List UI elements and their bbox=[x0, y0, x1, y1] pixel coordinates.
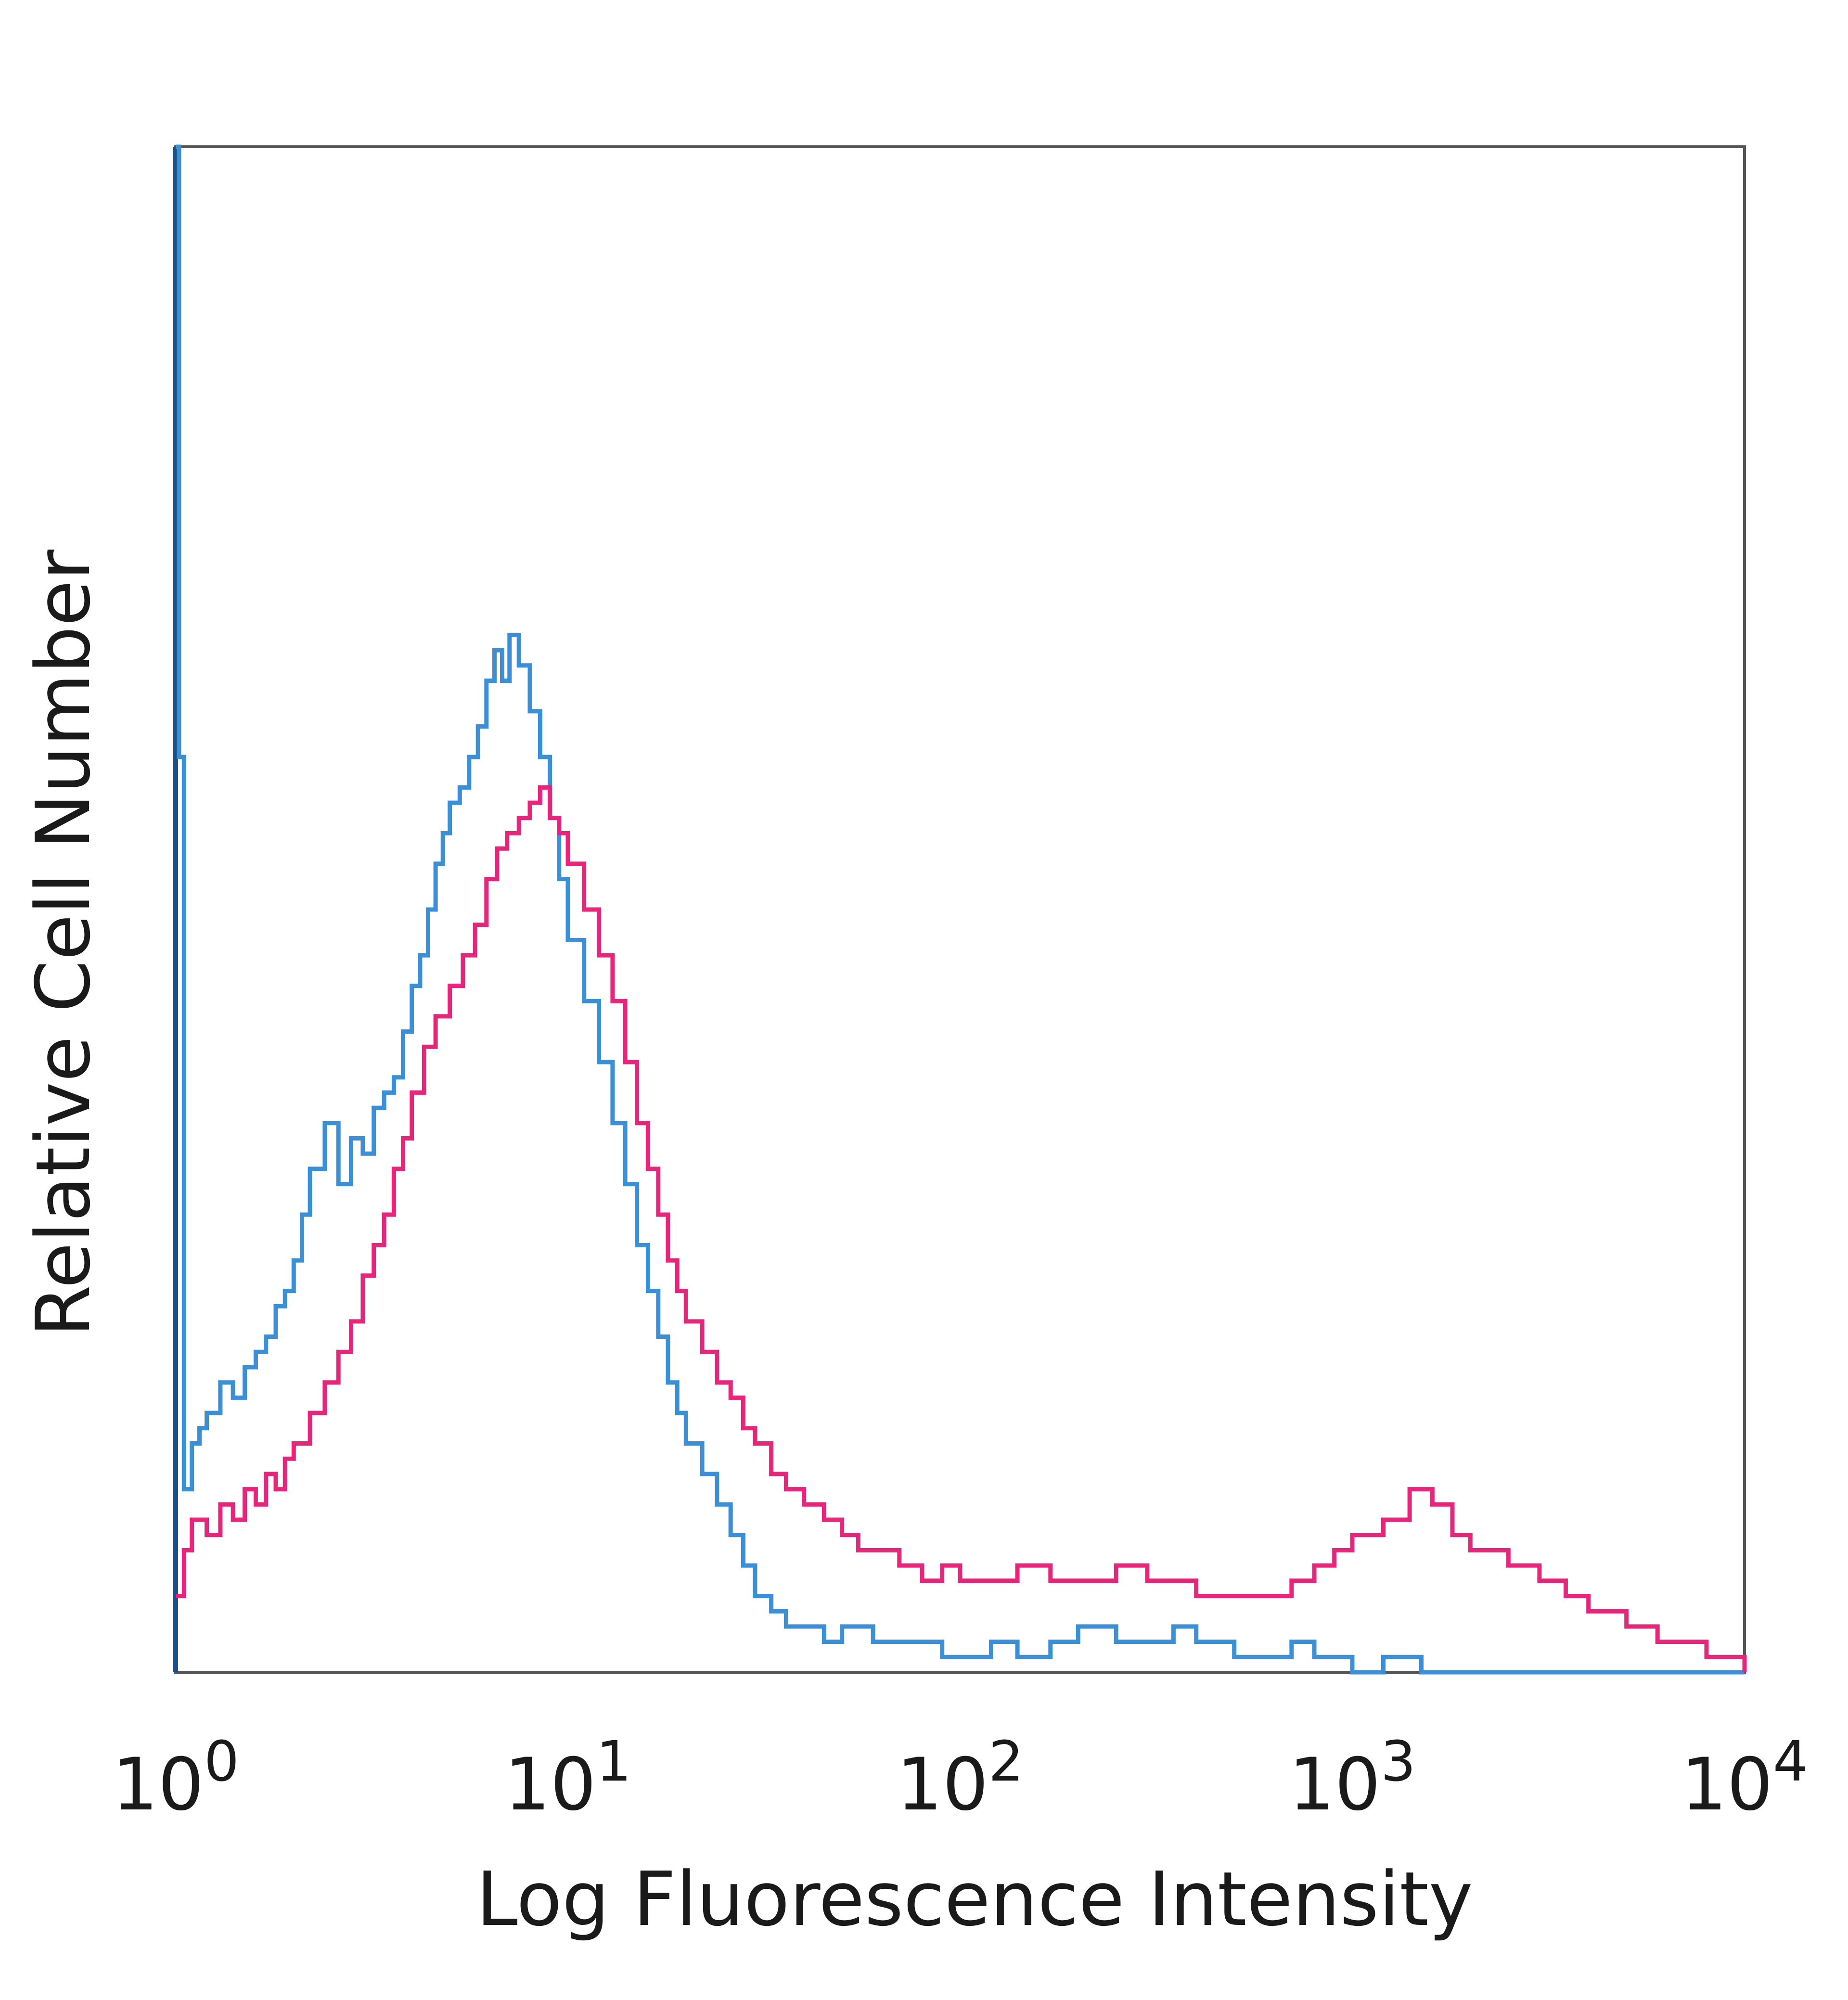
x-tick-exponent-4: 4 bbox=[1773, 1730, 1808, 1794]
series-layer bbox=[176, 144, 1747, 1675]
x-tick-labels: 100 101 102 103 104 bbox=[112, 1730, 1808, 1827]
x-tick-base-2: 10 bbox=[897, 1743, 988, 1827]
x-tick-exponent-2: 2 bbox=[988, 1730, 1024, 1794]
x-tick-label-0: 100 bbox=[112, 1730, 239, 1827]
x-tick-exponent-3: 3 bbox=[1381, 1730, 1416, 1794]
series-line-2 bbox=[176, 785, 1747, 1672]
x-tick-exponent-1: 1 bbox=[596, 1730, 631, 1794]
x-tick-base-4: 10 bbox=[1681, 1743, 1773, 1827]
x-tick-base-1: 10 bbox=[504, 1743, 596, 1827]
x-tick-label-4: 104 bbox=[1681, 1730, 1808, 1827]
y-axis-label: Relative Cell Number bbox=[20, 550, 107, 1337]
plot-frame bbox=[174, 145, 1746, 1674]
x-tick-base-3: 10 bbox=[1289, 1743, 1381, 1827]
x-tick-label-2: 102 bbox=[897, 1730, 1024, 1827]
series-line-1 bbox=[176, 144, 1745, 1675]
x-axis-label: Log Fluorescence Intensity bbox=[476, 1856, 1473, 1943]
x-tick-label-1: 101 bbox=[504, 1730, 631, 1827]
x-tick-label-3: 103 bbox=[1289, 1730, 1416, 1827]
x-tick-exponent-0: 0 bbox=[204, 1730, 239, 1794]
x-tick-base-0: 10 bbox=[112, 1743, 204, 1827]
